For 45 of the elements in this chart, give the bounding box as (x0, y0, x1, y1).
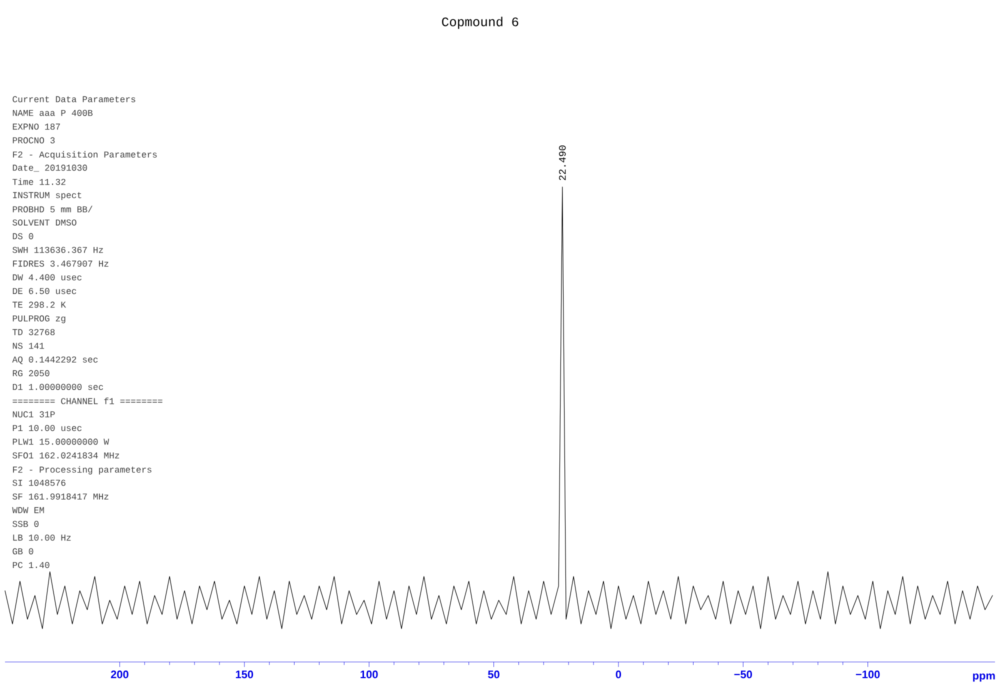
x-tick-label: −50 (734, 670, 752, 678)
annotation: DS 0 (12, 233, 34, 240)
chart-title: Copmound 6 (442, 16, 518, 29)
annotation: SOLVENT DMSO (12, 219, 76, 226)
annotation: PULPROG zg (12, 315, 66, 324)
text: Time 11.32 (12, 178, 66, 185)
x-tick-label: 100 (360, 670, 378, 678)
annotation: SF 161.9918417 MHz (12, 493, 108, 500)
annotation: D1 1.00000000 sec (12, 384, 104, 390)
annotation: TD 32768 (12, 329, 55, 336)
text: Date_ 20191030 (12, 164, 87, 172)
x-tick-label: 150 (236, 670, 254, 678)
annotation: TE 298.2 K (12, 302, 66, 308)
annotation: NS 141 (12, 342, 44, 349)
annotation: DE 6.50 usec (12, 288, 76, 294)
annotation: RG 2050 (12, 370, 50, 376)
text: NAME aaa P 400B (12, 110, 93, 116)
annotation: SSB 0 (12, 520, 39, 527)
x-tick-label: 200 (110, 670, 128, 678)
text: F2 - Acquisition Parameters (13, 150, 157, 160)
text: Current Data Parameters (12, 96, 136, 102)
x-tick-label: −100 (856, 670, 880, 678)
text: PROCNO 3 (12, 137, 55, 144)
annotation: PROBHD 5 mm BB/ (12, 206, 92, 212)
annotation: P1 10.00 usec (12, 424, 82, 432)
annotation: SI 1048576 (12, 480, 66, 486)
x-tick-label: 50 (488, 670, 500, 678)
annotation: WDW EM (12, 507, 44, 514)
annotation: PC 1.40 (12, 562, 50, 568)
annotation: F2 - Processing parameters (13, 466, 152, 474)
annotation: INSTRUM spect (13, 192, 82, 200)
annotation: AQ 0.1442292 sec (12, 356, 98, 364)
annotation: 22.490 (558, 146, 566, 180)
annotation: FIDRES 3.467907 Hz (13, 260, 108, 267)
x-tick-label: 0 (616, 670, 622, 678)
x-axis-title: ppm (973, 674, 995, 682)
annotation: PLW1 15.00000000 W (12, 438, 110, 445)
annotation: GB 0 (12, 548, 34, 554)
annotation: SFO1 162.0241834 MHz (12, 452, 120, 458)
annotation: SWH 113636.367 Hz (12, 246, 103, 253)
annotation: ======== CHANNEL f1 ======== (12, 398, 162, 404)
annotation: NUC1 31P (12, 411, 55, 418)
annotation: DW 4.400 usec (12, 274, 82, 280)
annotation: LB 10.00 Hz (13, 534, 71, 541)
text: EXPNO 187 (12, 124, 60, 130)
